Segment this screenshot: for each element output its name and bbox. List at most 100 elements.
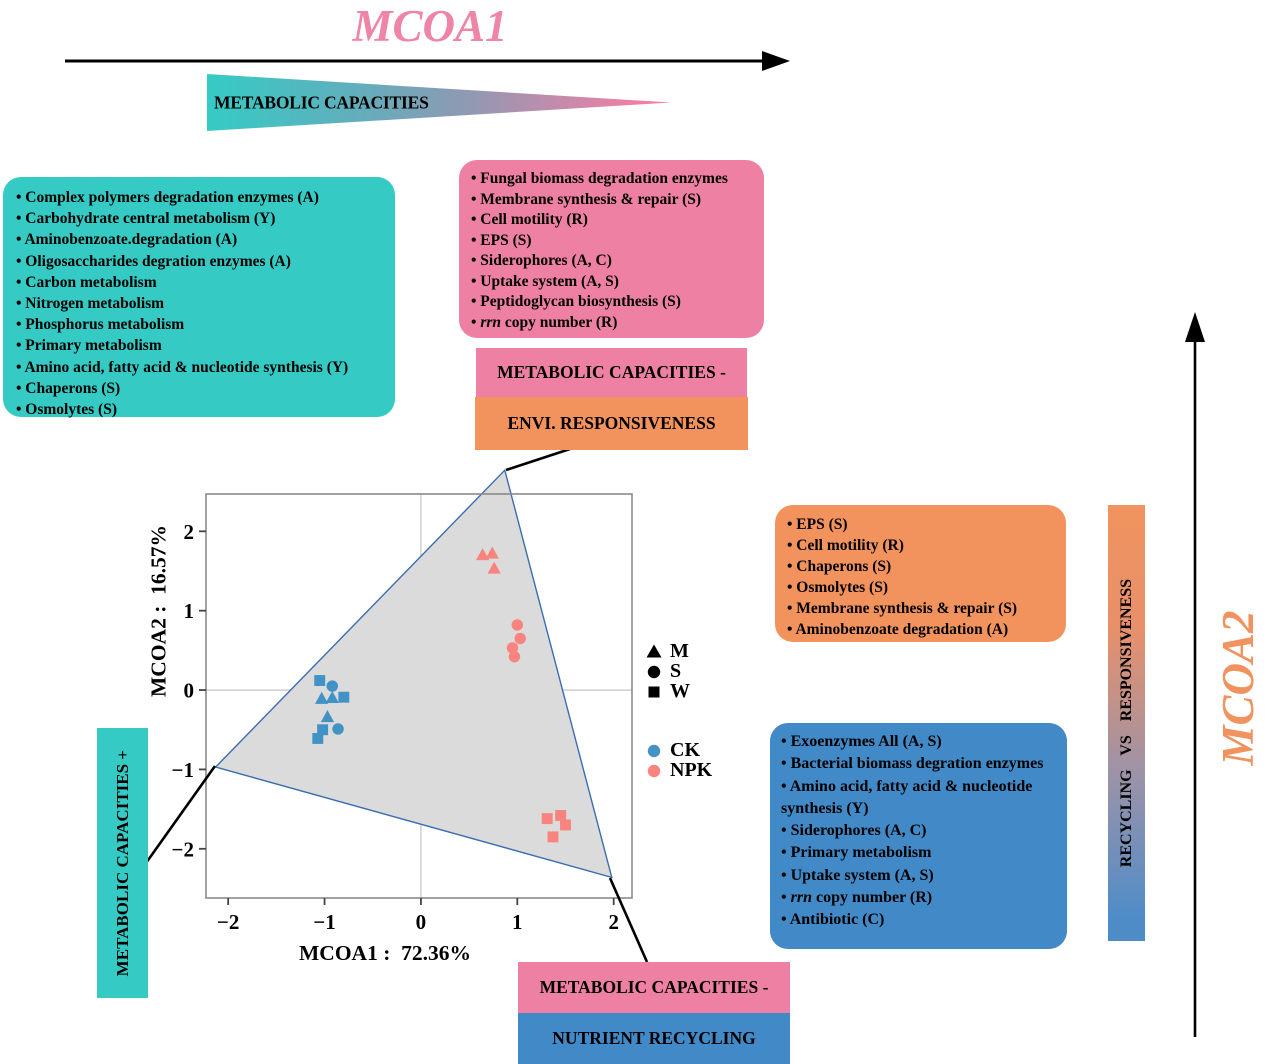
- bullet-item: • Complex polymers degradation enzymes (…: [16, 189, 319, 206]
- svg-text:−1: −1: [313, 910, 335, 934]
- x-axis-label: MCOA1 : 72.36%: [299, 941, 471, 965]
- metabolic-capacities-box: • Complex polymers degradation enzymes (…: [3, 177, 395, 419]
- data-point: [487, 561, 501, 574]
- svg-text:−2: −2: [217, 910, 239, 934]
- data-point: [560, 819, 571, 831]
- bullet-item: • Cell motility (R): [787, 537, 904, 554]
- svg-text:2: 2: [184, 520, 195, 544]
- bullet-item: • Amino acid, fatty acid & nucleotide sy…: [16, 358, 349, 376]
- bullet-item: • Carbohydrate central metabolism (Y): [16, 210, 276, 228]
- legend-item-S: S: [645, 659, 690, 682]
- data-point: [315, 691, 329, 704]
- mcoa1-arrowhead-icon: [762, 51, 790, 71]
- data-point: [317, 724, 329, 736]
- bullet-item: • rrn copy number (R): [781, 889, 933, 907]
- data-point: [547, 831, 559, 843]
- circle-marker-icon: [647, 764, 661, 778]
- data-point: [332, 723, 344, 735]
- recycling-vs-responsiveness-gradient-bar: RECYCLING VS RESPONSIVENESS: [1108, 505, 1145, 941]
- responsiveness-traits-box: • Fungal biomass degradation enzymes • Me…: [459, 160, 764, 338]
- callout-env-line1: METABOLIC CAPACITIES -: [476, 348, 747, 397]
- bullet-item: • Siderophores (A, C): [781, 822, 927, 840]
- bullet-item: • Aminobenzoate.degradation (A): [16, 231, 238, 249]
- gradient-wedge-label: METABOLIC CAPACITIES: [214, 92, 429, 112]
- bullet-item: • rrn copy number (R): [471, 313, 618, 331]
- legend-item-W: W: [645, 680, 690, 702]
- data-point: [312, 733, 324, 744]
- data-point: [325, 690, 339, 704]
- bullet-item: • Phosphorus metabolism: [16, 316, 185, 334]
- bullet-item: • Nitrogen metabolism: [16, 295, 165, 313]
- bullet-item: • Primary metabolism: [16, 337, 162, 355]
- svg-text:−1: −1: [172, 758, 194, 782]
- mcoa2-axis-arrow: [1185, 312, 1205, 1037]
- data-point: [320, 710, 335, 723]
- legend-label: CK: [670, 738, 700, 761]
- svg-text:2: 2: [608, 910, 619, 934]
- gradient-bar-label: RECYCLING VS RESPONSIVENESS: [1117, 578, 1135, 868]
- svg-text:0: 0: [184, 679, 195, 703]
- triangle-marker-icon: [646, 644, 662, 658]
- data-point: [514, 632, 526, 645]
- legend-label: M: [670, 639, 689, 662]
- svg-text:1: 1: [184, 599, 195, 623]
- bullet-item: • Cell motility (R): [471, 211, 588, 228]
- square-marker-icon: [648, 686, 660, 698]
- legend-item-CK: CK: [645, 738, 712, 761]
- mcoa2-axis-title: MCOA2: [1213, 610, 1263, 766]
- bullet-item: • Chaperons (S): [787, 558, 892, 575]
- env-responsiveness-traits-box: • EPS (S) • Cell motility (R) • Chaperons …: [775, 505, 1066, 642]
- circle-marker-icon: [647, 744, 661, 758]
- legend-item-M: M: [645, 639, 690, 662]
- bullet-item: • Peptidoglycan biosynthesis (S): [471, 293, 681, 310]
- legend-label: S: [670, 659, 682, 682]
- data-point: [338, 691, 350, 703]
- legend-item-NPK: NPK: [645, 758, 713, 781]
- bullet-item: • Fungal biomass degradation enzymes: [471, 170, 728, 187]
- bullet-item: • Amino acid, fatty acid & nucleotide sy…: [781, 777, 1033, 817]
- bullet-item: • Antibiotic (C): [781, 911, 885, 929]
- bullet-item: • Osmolytes (S): [16, 401, 117, 419]
- data-point: [314, 675, 326, 686]
- bullet-item: • EPS (S): [787, 516, 848, 533]
- callout-nutrient-line1: METABOLIC CAPACITIES -: [518, 962, 790, 1013]
- callout-nutrient-line2: NUTRIENT RECYCLING: [518, 1013, 790, 1064]
- bullet-item: • Aminobenzoate degradation (A): [787, 621, 1009, 638]
- bullet-item: • Primary metabolism: [781, 844, 932, 862]
- bullet-item: • Uptake system (A, S): [781, 866, 934, 884]
- bullet-item: • Chaperons (S): [16, 379, 121, 397]
- data-point: [475, 548, 490, 561]
- callout-line-env: [505, 447, 571, 472]
- axis-ticks: −2 −1 0 1 2 −2 −1 0 1 2: [172, 520, 619, 934]
- callout-env-line2: ENVI. RESPONSIVENESS: [475, 397, 748, 450]
- bullet-item: • EPS (S): [471, 231, 532, 249]
- plot-panel-border: [205, 493, 633, 899]
- legend-label: NPK: [670, 758, 713, 781]
- y-axis-label: MCOA2 : 16.57%: [146, 525, 171, 697]
- nutrient-recycling-traits-box: • Exoenzymes All (A, S) • Bacterial bioma…: [770, 723, 1067, 949]
- callout-line-capacities: [144, 765, 217, 864]
- bullet-item: • Membrane synthesis & repair (S): [471, 190, 702, 208]
- data-point: [555, 809, 567, 821]
- bullet-item: • Siderophores (A, C): [471, 252, 612, 269]
- metabolic-capacities-plus-label: METABOLIC CAPACITIES +: [112, 749, 132, 977]
- mcoa2-arrowhead-icon: [1185, 312, 1205, 342]
- treatment-color-legend: CK NPK: [645, 738, 713, 781]
- data-point: [541, 813, 553, 825]
- circle-marker-icon: [647, 665, 661, 679]
- bullet-item: • Bacterial biomass degration enzymes: [781, 755, 1044, 773]
- metabolic-capacities-plus-box: METABOLIC CAPACITIES +: [97, 728, 148, 998]
- data-point: [485, 546, 499, 559]
- data-points: [312, 546, 571, 843]
- bullet-item: • Osmolytes (S): [787, 579, 888, 596]
- svg-text:0: 0: [416, 910, 427, 934]
- data-point: [506, 642, 519, 654]
- bullet-item: • Exoenzymes All (A, S): [781, 733, 942, 750]
- bullet-item: • Carbon metabolism: [16, 273, 157, 291]
- svg-text:1: 1: [512, 910, 523, 934]
- data-point: [326, 680, 338, 692]
- bullet-item: • Oligosaccharides degration enzymes (A): [16, 252, 291, 270]
